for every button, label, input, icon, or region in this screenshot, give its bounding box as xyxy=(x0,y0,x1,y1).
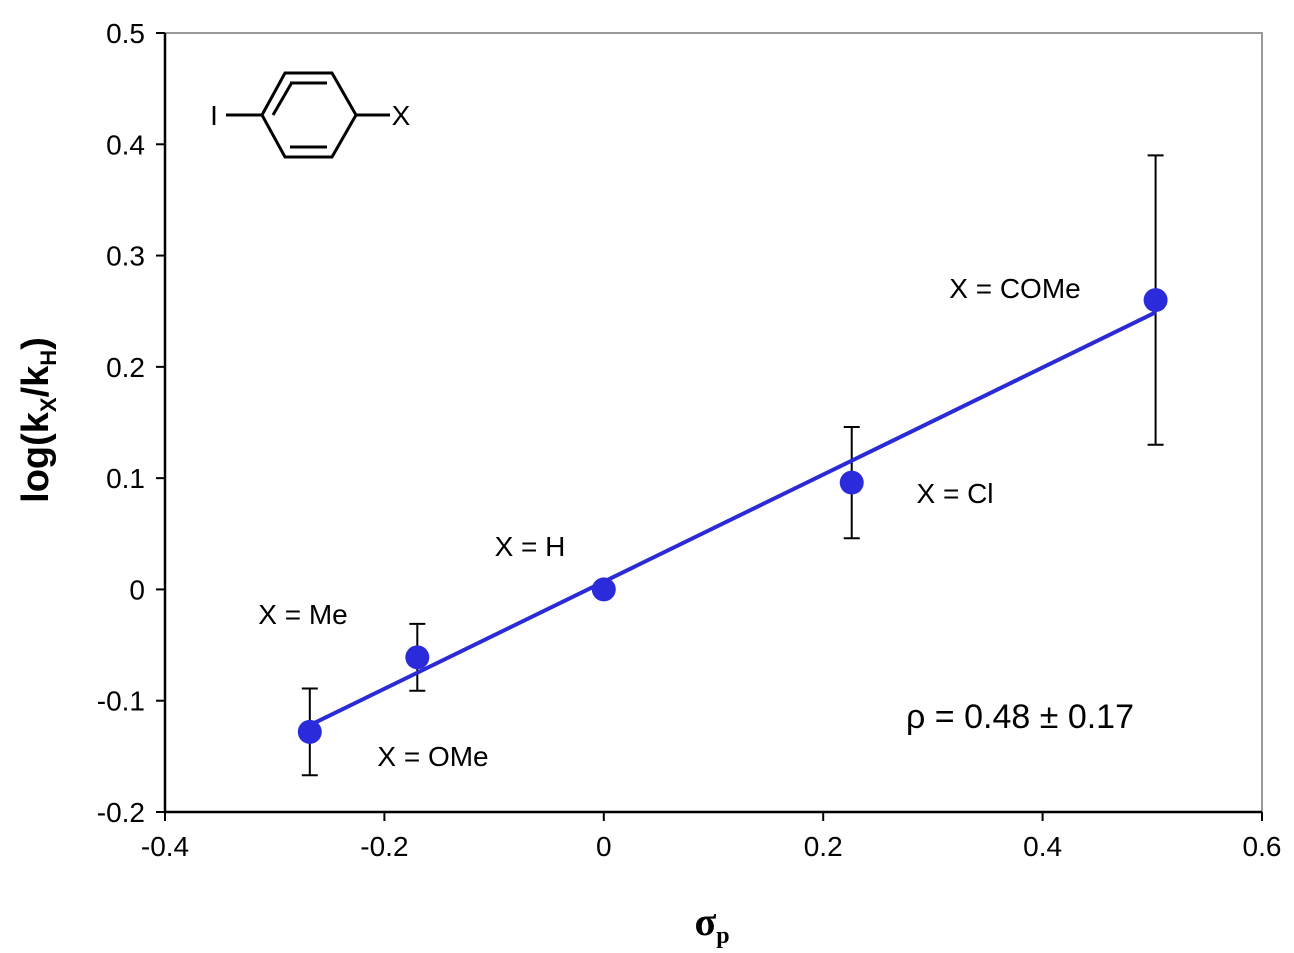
fit-line xyxy=(308,310,1157,727)
annotation: X = H xyxy=(495,531,566,562)
plot-frame xyxy=(164,32,1263,813)
annotation: X = COMe xyxy=(949,273,1080,304)
y-label-part: log(k xyxy=(15,411,57,503)
x-tick-label: 0.2 xyxy=(804,831,843,862)
y-tick-label: 0.1 xyxy=(106,463,145,494)
y-label-part: /k xyxy=(15,365,57,398)
x-tick-label: -0.4 xyxy=(141,831,189,862)
structure-label: I xyxy=(210,100,218,131)
annotation: ρ = 0.48 ± 0.17 xyxy=(906,698,1134,736)
x-label-part: σ xyxy=(694,899,716,944)
y-tick-label: 0.2 xyxy=(106,352,145,383)
y-label-part: ) xyxy=(15,337,57,350)
x-label-sub: p xyxy=(716,923,729,948)
annotation: X = Me xyxy=(258,599,347,630)
benzene-ring xyxy=(260,71,358,159)
x-tick-label: 0.4 xyxy=(1023,831,1062,862)
data-point xyxy=(1143,288,1168,313)
structure-label: X xyxy=(392,100,411,131)
structure xyxy=(226,71,390,159)
y-label-sub: H xyxy=(36,350,61,366)
data-point xyxy=(591,577,616,602)
y-axis-label: log(kX/kH) xyxy=(15,337,61,503)
annotation: X = Cl xyxy=(916,478,993,509)
y-tick-label: 0.4 xyxy=(106,129,145,160)
y-tick-label: 0.5 xyxy=(106,18,145,49)
annotation: X = OMe xyxy=(377,741,488,772)
y-tick-label: -0.2 xyxy=(97,797,145,828)
x-tick-label: 0 xyxy=(596,831,612,862)
y-tick-label: 0 xyxy=(129,574,145,605)
y-tick-label: -0.1 xyxy=(97,686,145,717)
x-tick-label: -0.2 xyxy=(360,831,408,862)
x-axis-label: σp xyxy=(694,899,729,948)
data-point xyxy=(405,645,430,670)
double-bond xyxy=(271,83,293,116)
data-point xyxy=(297,719,322,744)
y-label-sub: X xyxy=(36,397,61,412)
x-tick-label: 0.6 xyxy=(1243,831,1282,862)
data-point xyxy=(839,470,864,495)
y-tick-label: 0.3 xyxy=(106,241,145,272)
